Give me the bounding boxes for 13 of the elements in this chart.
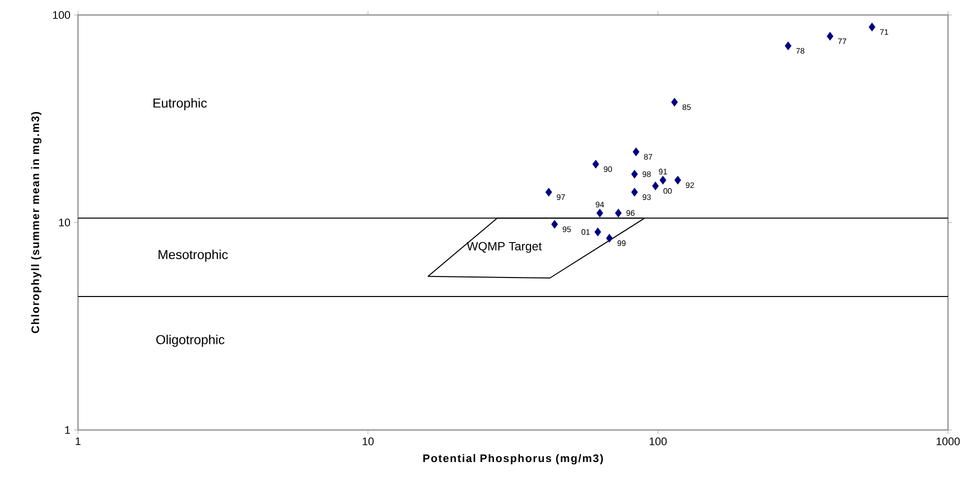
annotation: Oligotrophic <box>156 334 224 347</box>
annotation: Mesotrophic <box>158 250 228 262</box>
y-axis-title: Chlorophyll (summer mean in mg.m3) <box>31 112 42 334</box>
x-axis-title: Potential Phosphorus (mg/m3) <box>423 454 603 464</box>
y-tick-label: 10 <box>59 218 70 226</box>
annotation: WQMP Target <box>466 242 542 253</box>
x-tick-label: 1 <box>76 437 81 446</box>
y-tick-label: 1 <box>65 426 70 434</box>
x-tick-label: 100 <box>650 437 667 446</box>
annotation: Eutrophic <box>154 98 207 110</box>
x-tick-label: 10 <box>362 437 374 446</box>
x-tick-label: 1000 <box>936 437 960 446</box>
y-tick-label: 100 <box>53 11 70 19</box>
